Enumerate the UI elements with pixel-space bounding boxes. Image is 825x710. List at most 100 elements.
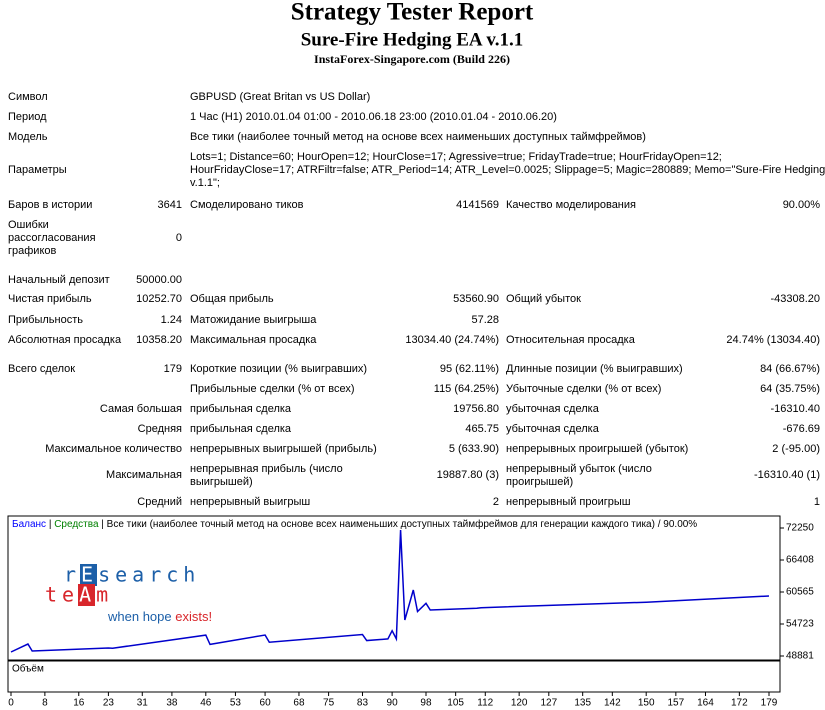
x-tick-label: 127 (540, 698, 557, 709)
cell: 1.24 (161, 314, 182, 326)
cell: непрерывных проигрышей (убыток) (506, 443, 688, 455)
cell: 95 (62.11%) (440, 363, 499, 375)
header-part: Баланс (12, 519, 46, 530)
cell: Lots=1; Distance=60; HourOpen=12; HourCl… (190, 151, 722, 163)
cell: прибыльная сделка (190, 403, 292, 415)
cell: 2 (493, 496, 499, 508)
cell: Абсолютная просадка (8, 334, 122, 346)
cell: 50000.00 (136, 274, 182, 286)
cell: 0 (176, 232, 182, 244)
x-tick-label: 172 (731, 698, 748, 709)
x-tick-label: 0 (8, 698, 14, 709)
x-tick-label: 53 (230, 698, 242, 709)
x-tick-label: 31 (137, 698, 149, 709)
x-tick-label: 83 (357, 698, 369, 709)
logo-line: rEsearch (64, 563, 200, 587)
cell: -16310.40 (770, 403, 820, 415)
cell: проигрышей) (506, 476, 573, 488)
tagline-end: exists! (175, 609, 212, 624)
cell: -676.69 (783, 423, 820, 435)
cell: GBPUSD (Great Britan vs US Dollar) (190, 91, 370, 103)
logo-line: teAm (45, 583, 113, 607)
cell: 10358.20 (136, 334, 182, 346)
subtitle: Sure-Fire Hedging EA v.1.1 (301, 29, 524, 50)
cell: 64 (35.75%) (760, 383, 820, 395)
logo-line: rEsearch (64, 563, 200, 587)
cell: Все тики (наиболее точный метод на основ… (190, 131, 646, 143)
x-tick-label: 142 (604, 698, 621, 709)
chart-panel (7, 515, 781, 661)
cell: Общая прибыль (190, 293, 274, 305)
cell: убыточная сделка (506, 403, 600, 415)
cell: 13034.40 (24.74%) (405, 334, 499, 346)
cell: HourFridayClose=17; ATRFiltr=false; ATR_… (190, 164, 825, 176)
y-tick-label: 54723 (786, 619, 814, 630)
cell: Параметры (8, 164, 67, 176)
cell: Средний (137, 496, 182, 508)
cell: 1 Час (H1) 2010.01.04 01:00 - 2010.06.18… (190, 111, 557, 123)
cell: Чистая прибыль (8, 293, 92, 305)
x-tick-label: 135 (574, 698, 591, 709)
header-part: | (46, 519, 54, 530)
x-tick-label: 157 (667, 698, 684, 709)
cell: Символ (8, 91, 48, 103)
cell: Убыточные сделки (% от всех) (506, 383, 661, 395)
logo-box (78, 584, 95, 606)
cell: Максимальная просадка (190, 334, 317, 346)
cell: графиков (8, 245, 56, 257)
tagline: when hope (107, 609, 175, 624)
cell: Качество моделирования (506, 199, 636, 211)
header-part: | Все тики (наиболее точный метод на осн… (99, 518, 698, 530)
cell: Период (8, 111, 47, 123)
cell: Максимальная (106, 469, 182, 481)
cell: Максимальное количество (45, 443, 182, 455)
x-tick-label: 75 (323, 698, 335, 709)
cell: 24.74% (13034.40) (726, 334, 820, 346)
x-tick-label: 105 (447, 698, 464, 709)
cell: непрерывный выигрыш (190, 496, 310, 508)
x-tick-label: 98 (420, 698, 432, 709)
cell: прибыльная сделка (190, 423, 292, 435)
cell: 4141569 (456, 199, 499, 211)
x-tick-label: 112 (477, 698, 493, 709)
x-tick-label: 179 (761, 698, 778, 709)
cell: 465.75 (465, 423, 499, 435)
title: Strategy Tester Report (291, 0, 534, 26)
y-tick-label: 60565 (786, 587, 814, 598)
cell: Модель (8, 131, 48, 143)
logo-box (80, 564, 97, 586)
cell: Всего сделок (8, 363, 75, 375)
x-tick-label: 8 (42, 698, 48, 709)
x-tick-label: 90 (387, 698, 399, 709)
volume-panel (7, 660, 781, 693)
cell: 10252.70 (136, 293, 182, 305)
build: InstaForex-Singapore.com (Build 226) (314, 52, 510, 66)
logo-line: teAm (45, 583, 113, 607)
cell: v.1.1"; (190, 177, 220, 189)
cell: 90.00% (783, 199, 821, 211)
cell: 53560.90 (453, 293, 499, 305)
cell: 84 (66.67%) (760, 363, 820, 375)
cell: рассогласования (8, 232, 96, 244)
cell: Прибыльность (8, 314, 83, 326)
cell: Короткие позиции (% выигравших) (190, 363, 367, 375)
x-tick-label: 120 (511, 698, 528, 709)
cell: -16310.40 (1) (754, 469, 820, 481)
cell: 19756.80 (453, 403, 499, 415)
x-tick-label: 46 (200, 698, 212, 709)
cell: Ошибки (8, 219, 49, 231)
cell: Общий убыток (506, 293, 581, 305)
cell: 57.28 (471, 314, 499, 326)
cell: Начальный депозит (8, 274, 110, 286)
cell: 19887.80 (3) (437, 469, 499, 481)
cell: Матожидание выигрыша (190, 314, 317, 326)
x-tick-label: 60 (260, 698, 272, 709)
x-tick-label: 68 (293, 698, 305, 709)
cell: 2 (-95.00) (772, 443, 820, 455)
cell: Средняя (138, 423, 182, 435)
x-tick-label: 164 (697, 698, 714, 709)
x-tick-label: 16 (73, 698, 85, 709)
cell: Самая большая (100, 403, 182, 415)
cell: -43308.20 (770, 293, 820, 305)
